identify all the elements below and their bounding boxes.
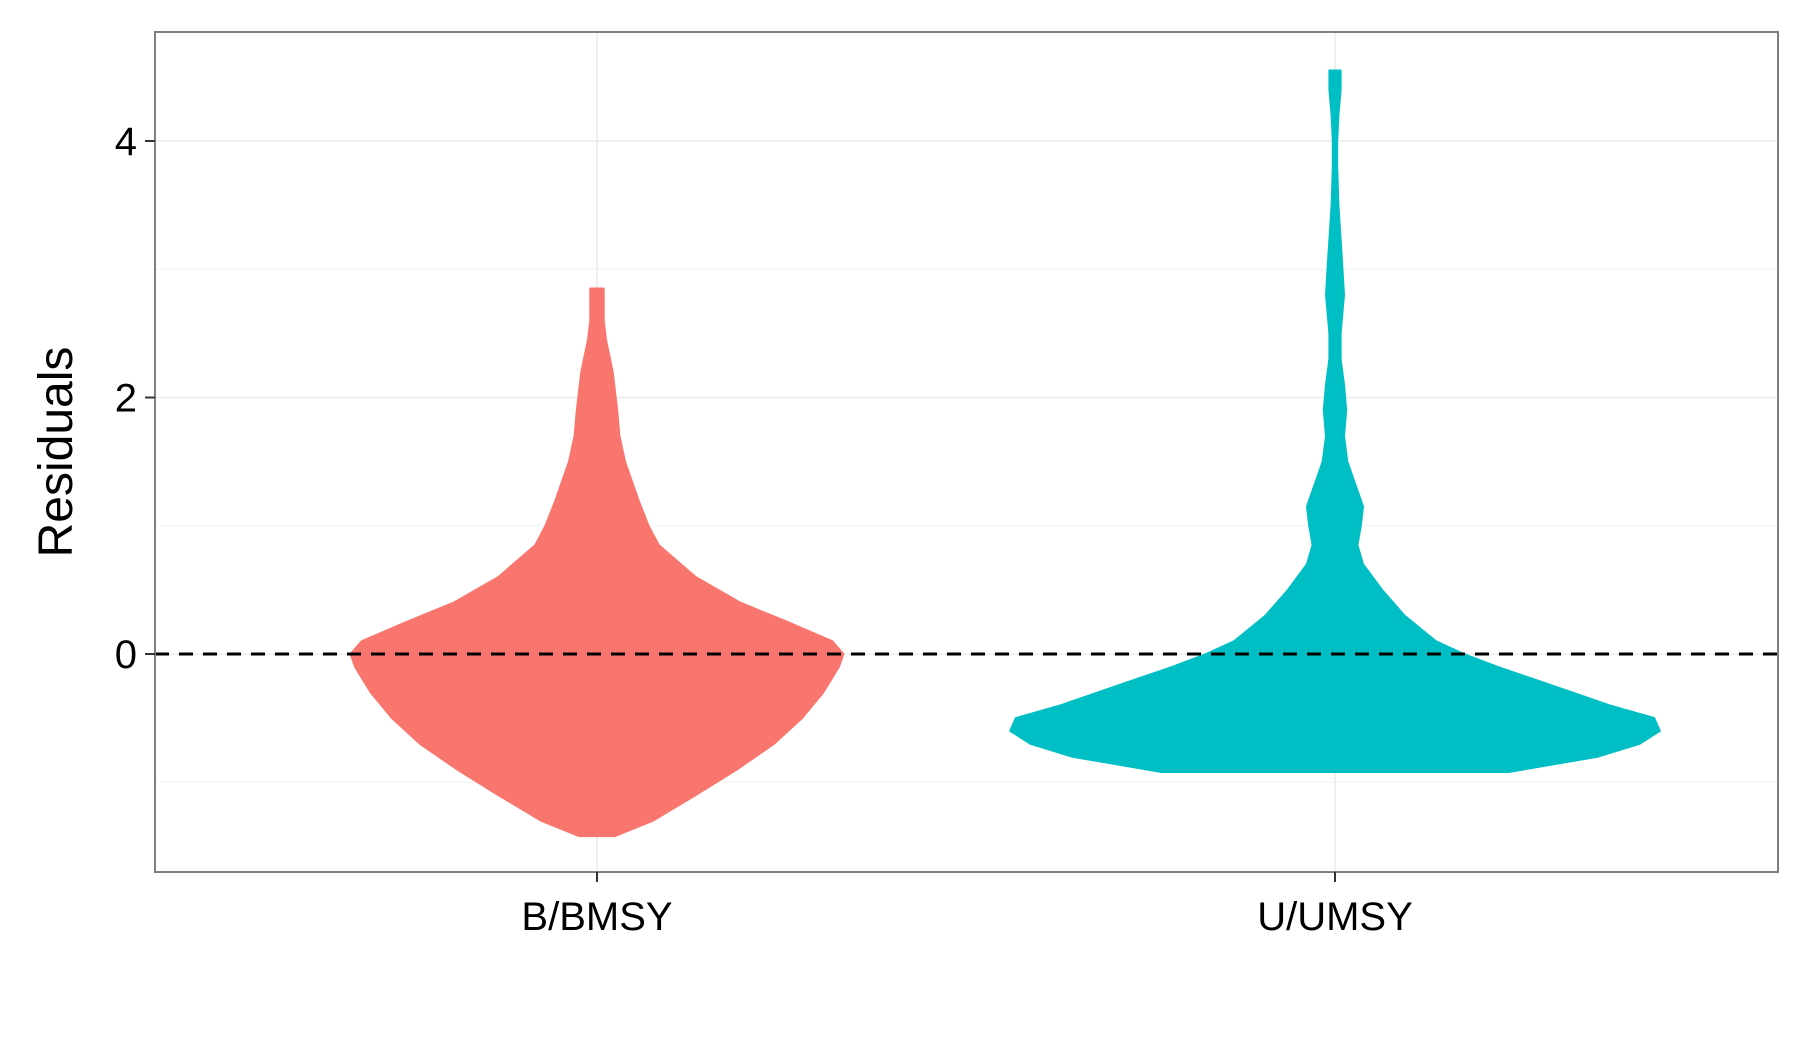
y-axis-title: Residuals — [30, 347, 83, 558]
y-tick-label: 2 — [115, 376, 137, 420]
plot-panel-border — [154, 31, 1779, 873]
violins — [349, 69, 1661, 838]
x-tick-label: B/BMSY — [521, 895, 672, 939]
y-tick-label: 4 — [115, 120, 137, 164]
y-axis: 0 2 4 — [115, 120, 155, 677]
x-tick-label: U/UMSY — [1257, 895, 1413, 939]
x-axis: B/BMSY U/UMSY — [521, 872, 1413, 939]
y-tick-label: 0 — [115, 633, 137, 677]
violin-u-umsy — [1009, 69, 1661, 773]
violin-b-bmsy — [349, 287, 845, 838]
